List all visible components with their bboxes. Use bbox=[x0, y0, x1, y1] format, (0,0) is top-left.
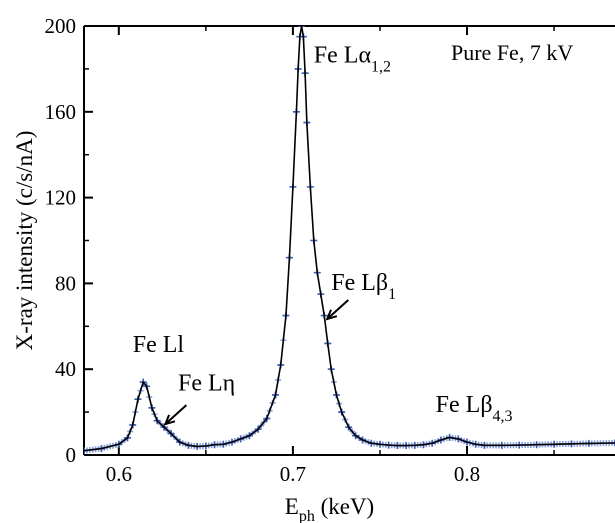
annotation-fe-leta: Fe Lη bbox=[178, 371, 235, 397]
x-tick-label: 0.6 bbox=[106, 462, 132, 486]
x-tick-label: 0.7 bbox=[280, 462, 306, 486]
series-layer bbox=[84, 26, 615, 455]
annotation-fe-ll: Fe Ll bbox=[133, 332, 185, 358]
annotations: Fe Ll Fe Lη Fe Lα1,2 Fe Lβ1 Fe Lβ4,3 bbox=[133, 42, 513, 426]
sample-label: Pure Fe, 7 kV bbox=[451, 40, 573, 65]
annotation-fe-lalpha: Fe Lα1,2 bbox=[314, 42, 391, 75]
y-axis-title: X-ray intensity (c/s/nA) bbox=[12, 131, 37, 351]
arrowhead-fe-leta bbox=[163, 414, 176, 426]
axes: 0 40 80 120 160 200 0.6 0.7 0.8 X-ray intensity (… bbox=[12, 14, 615, 523]
y-tick-label: 0 bbox=[66, 443, 77, 467]
y-tick-label: 40 bbox=[55, 357, 76, 381]
y-tick-label: 160 bbox=[45, 100, 77, 124]
y-tick-label: 200 bbox=[45, 14, 77, 38]
arrow-fe-leta bbox=[164, 404, 188, 425]
x-axis-title: Eph (keV) bbox=[285, 494, 374, 523]
x-tick-label: 0.8 bbox=[454, 462, 480, 486]
annotation-fe-lbeta43: Fe Lβ4,3 bbox=[436, 392, 513, 425]
series-line bbox=[84, 26, 615, 452]
y-tick-label: 80 bbox=[55, 271, 76, 295]
annotation-fe-lbeta1: Fe Lβ1 bbox=[331, 270, 396, 303]
y-tick-label: 120 bbox=[45, 186, 77, 210]
arrow-fe-lbeta1 bbox=[326, 299, 349, 320]
arrowhead-fe-lbeta1 bbox=[325, 309, 338, 321]
